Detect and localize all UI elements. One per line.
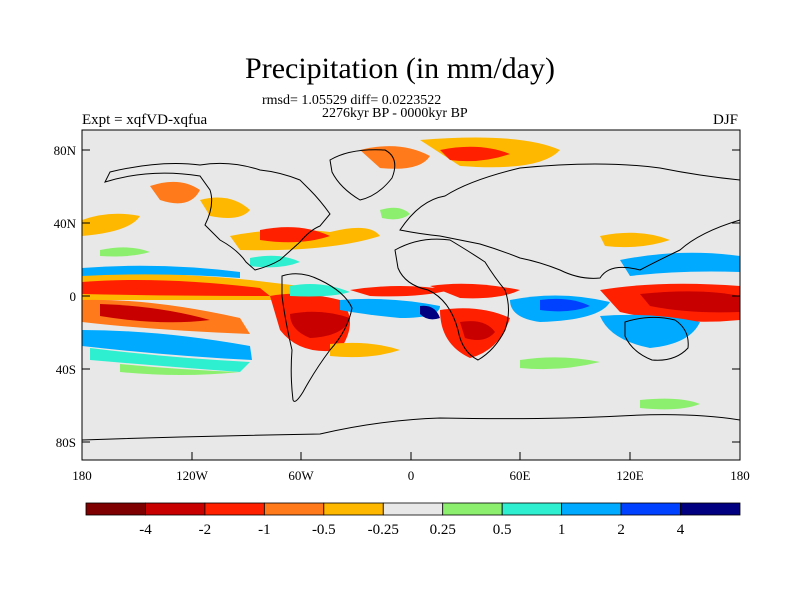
lon-tick-label: 180 (730, 468, 750, 483)
colorbar-label: -2 (199, 522, 212, 538)
anomaly-field (82, 137, 740, 410)
colorbar-label: 0.25 (430, 522, 456, 538)
lat-tick-label: 0 (70, 289, 77, 304)
maritime-dry-core (640, 291, 740, 313)
colorbar-swatch (501, 502, 563, 516)
south-pacific-wet-outer (90, 348, 250, 372)
colorbar-swatch (145, 502, 206, 516)
lon-tick-label: 180 (72, 468, 92, 483)
lat-tick-label: 80N (54, 143, 77, 158)
colorbar-swatch (620, 502, 681, 516)
australia-coast (624, 316, 689, 361)
arctic-dry-core (440, 146, 510, 162)
south-africa-dry-core (460, 321, 495, 340)
atlantic-wet (340, 298, 440, 318)
atlantic-dry (350, 286, 450, 297)
south-indian-green (520, 357, 600, 370)
eurasia-africa-coast (394, 163, 740, 361)
south-america-coast (281, 273, 353, 402)
colorbar-label: 4 (677, 522, 685, 538)
north-atlantic-green (380, 207, 410, 220)
colorbar-swatch (382, 502, 444, 516)
pacific-dry-core (82, 280, 270, 296)
atlantic-wet-core (420, 305, 440, 320)
south-pacific-wet (82, 330, 252, 360)
colorbar-swatch (263, 502, 325, 516)
coastlines (82, 149, 740, 441)
north-pacific-dry-2 (150, 181, 200, 204)
plot-title: Precipitation (in mm/day) (245, 52, 555, 85)
lon-tick-label: 120E (616, 468, 644, 483)
lat-tick-label: 40S (56, 362, 76, 377)
north-pacific-dry (82, 213, 140, 236)
experiment-label: Expt = xqfVD-xqfua (82, 112, 208, 128)
north-pacific-wet (100, 247, 150, 257)
pacific-wet-band (82, 265, 240, 278)
caribbean-wet (250, 255, 300, 268)
north-america-dry-core (260, 227, 330, 243)
west-pacific-dry (600, 232, 670, 248)
colorbar-swatch (680, 502, 741, 516)
west-pacific-wet (620, 252, 740, 276)
colorbar-label: -1 (258, 522, 271, 538)
south-america-wet (290, 284, 350, 297)
amazon-dry-core (290, 311, 350, 338)
greenland-dry (360, 146, 430, 169)
lon-tick-label: 60W (288, 468, 314, 483)
antarctica-coast (82, 414, 740, 441)
season-label: DJF (712, 112, 738, 128)
colorbar-swatch (323, 502, 384, 516)
lon-tick-label: 60E (510, 468, 531, 483)
lon-tick-label: 0 (408, 468, 415, 483)
colorbar-label: 2 (617, 522, 625, 538)
indian-ocean-wet-core (540, 298, 590, 312)
colorbar-swatch (85, 502, 146, 516)
north-america-coast (104, 162, 331, 271)
lat-axis (82, 149, 740, 443)
south-pacific-dry-core (100, 304, 210, 323)
lon-axis (81, 452, 741, 460)
lon-tick-label: 120W (176, 468, 209, 483)
colorbar-label: -0.25 (368, 522, 399, 538)
africa-dry (430, 283, 520, 299)
stats-line: rmsd= 1.05529 diff= 0.0223522 (262, 93, 442, 108)
colorbar-label: -0.5 (312, 522, 336, 538)
south-pacific-green (120, 364, 240, 375)
colorbar-swatch (204, 502, 265, 516)
south-atlantic-dry (330, 342, 400, 358)
greenland-coast (329, 149, 396, 201)
lat-tick-label: 80S (56, 435, 76, 450)
colorbar-label: 0.5 (493, 522, 512, 538)
lat-tick-label: 40N (54, 216, 77, 231)
colorbar-swatch (561, 502, 622, 516)
colorbar-swatch (442, 502, 503, 516)
period-line: 2276kyr BP - 0000kyr BP (322, 106, 468, 121)
north-pacific-dry-3 (200, 197, 250, 218)
colorbar-label: -4 (139, 522, 152, 538)
colorbar-label: 1 (558, 522, 566, 538)
southern-ocean-green (640, 398, 700, 410)
colorbar: -4 -2 -1 -0.5 -0.25 0.25 0.5 1 2 4 (85, 502, 741, 538)
